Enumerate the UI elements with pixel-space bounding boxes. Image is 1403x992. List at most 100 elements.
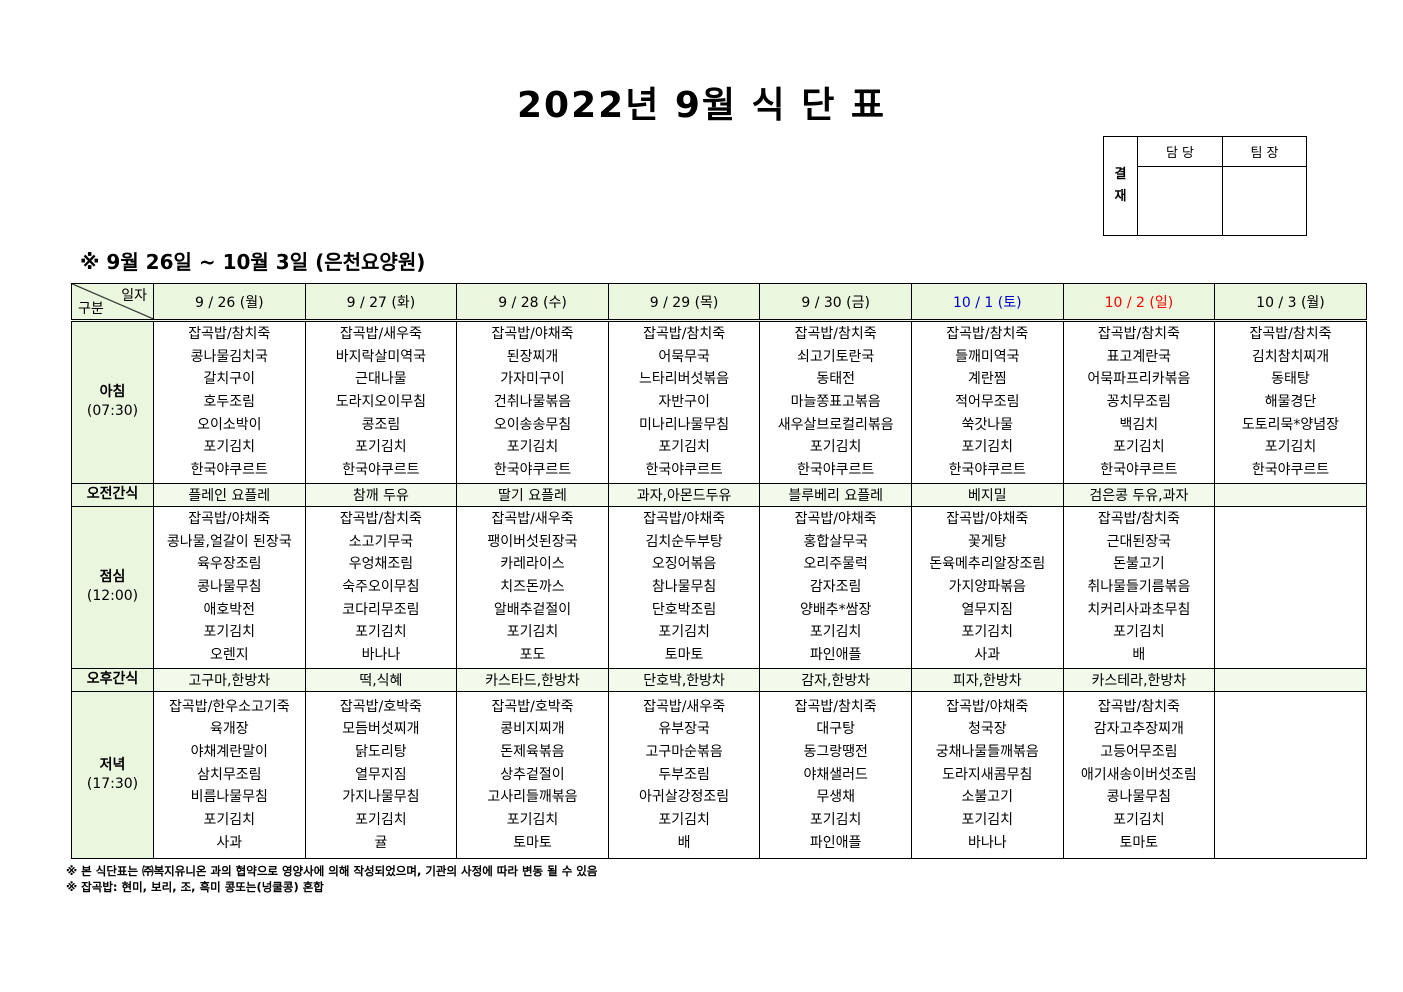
menu-item: 한국야쿠르트 xyxy=(1100,462,1178,479)
snack-label: 오전간식 xyxy=(71,482,154,507)
menu-item: 바나나 xyxy=(361,646,401,663)
meal-cell: 잡곡밥/한우소고기죽 육개장 야채계란말이 삼치무조림 비름나물무침 포기김치 사과 xyxy=(153,690,306,860)
menu-item: 콩나물무침 xyxy=(197,578,262,595)
menu-item: 포기김치 xyxy=(809,812,862,829)
menu-item: 파인애플 xyxy=(809,646,862,663)
day-header: 9 / 30 (금) xyxy=(759,283,912,322)
menu-item: 오리주물럭 xyxy=(803,556,868,573)
meal-cell: 잡곡밥/참치죽 콩나물김치국 갈치구이 호두조림 오이소박이 포기김치 한국야쿠르트 xyxy=(153,320,306,484)
meal-time: (12:00) xyxy=(86,588,139,605)
menu-item: 한국야쿠르트 xyxy=(948,462,1026,479)
snack-cell: 고구마,한방차 xyxy=(153,667,306,692)
menu-item xyxy=(1215,621,1366,644)
menu-item: 도라지오이무침 xyxy=(335,394,426,411)
menu-item: 돈제육볶음 xyxy=(500,744,565,760)
menu-item: 코다리무조림 xyxy=(342,601,420,618)
menu-item: 포기김치 xyxy=(506,812,559,829)
menu-item: 잡곡밥/새우죽 xyxy=(339,326,422,342)
menu-item: 잡곡밥/야채죽 xyxy=(643,510,726,527)
meal-cell: 잡곡밥/야채죽 김치순두부탕 오징어볶음 참나물무침 단호박조림 포기김치 토마토 xyxy=(607,505,761,669)
menu-item: 소고기무국 xyxy=(348,533,414,550)
menu-item: 한국야쿠르트 xyxy=(342,462,420,479)
menu-item: 한국야쿠르트 xyxy=(1251,462,1330,479)
menu-item: 궁채나물들깨볶음 xyxy=(935,744,1039,760)
menu-item: 양배추*쌈장 xyxy=(799,601,872,618)
menu-item xyxy=(1215,553,1366,576)
menu-item: 감자고추장찌개 xyxy=(1093,721,1184,738)
menu-item: 사과 xyxy=(974,646,1001,663)
menu-item: 느타리버섯볶음 xyxy=(638,371,730,388)
menu-item xyxy=(1215,576,1366,599)
menu-item: 들깨미역국 xyxy=(955,348,1020,365)
meal-label: 점심 xyxy=(99,569,126,586)
menu-item: 포기김치 xyxy=(809,624,862,641)
meal-cell: 잡곡밥/참치죽 쇠고기토란국 동태전 마늘쫑표고볶음 새우살브로컬리볶음 포기김치 한국야쿠… xyxy=(759,320,912,484)
approval-side-label: 결 재 xyxy=(1103,136,1138,236)
menu-item xyxy=(1215,718,1366,741)
meal-cell xyxy=(1214,505,1367,669)
menu-item: 오이소박이 xyxy=(197,416,262,433)
menu-item: 표고계란국 xyxy=(1106,348,1172,365)
meal-cell: 잡곡밥/참치죽 들깨미역국 계란찜 적어무조림 쑥갓나물 포기김치 한국야쿠르트 xyxy=(910,320,1064,484)
menu-item: 잡곡밥/호박죽 xyxy=(491,698,574,715)
menu-item: 오징어볶음 xyxy=(651,556,717,573)
snack-cell: 카스테라,한방차 xyxy=(1062,667,1216,692)
menu-item: 가지양파볶음 xyxy=(948,578,1026,595)
snack-row: 오후간식 고구마,한방차 떡,식혜 카스타드,한방차 단호박,한방차 감자,한방차 피자,한… xyxy=(71,667,1367,692)
menu-item: 배 xyxy=(1132,646,1146,663)
snack-cell: 단호박,한방차 xyxy=(607,667,761,692)
menu-item: 잡곡밥/참치죽 xyxy=(188,326,271,342)
menu-item: 돈불고기 xyxy=(1113,556,1165,573)
menu-item: 무생채 xyxy=(816,789,855,806)
meal-row: 점심 (12:00) 잡곡밥/야채죽 콩나물,얼갈이 된장국 육우장조림 콩나물무침 애호박… xyxy=(71,505,1367,669)
snack-cell xyxy=(1214,667,1367,692)
meal-row: 아침 (07:30) 잡곡밥/참치죽 콩나물김치국 갈치구이 호두조림 오이소박이 포기김치 한… xyxy=(71,320,1367,484)
menu-item: 꽃게탕 xyxy=(967,533,1007,550)
snack-cell: 과자,아몬드두유 xyxy=(607,482,761,507)
menu-item: 잡곡밥/참치죽 xyxy=(794,326,877,342)
menu-item: 소불고기 xyxy=(961,789,1014,806)
menu-item: 우엉채조림 xyxy=(348,556,414,573)
footnote: ※ 잡곡밥: 현미, 보리, 조, 흑미 콩또는(넝쿨콩) 혼합 xyxy=(66,880,324,894)
snack-cell: 딸기 요플레 xyxy=(456,482,609,507)
snack-cell: 떡,식혜 xyxy=(304,667,458,692)
menu-item: 열무지짐 xyxy=(355,766,407,783)
menu-item: 도토리묵*양념장 xyxy=(1241,416,1340,433)
snack-cell: 베지밀 xyxy=(910,482,1064,507)
menu-item: 잡곡밥/참치죽 xyxy=(1097,326,1180,342)
menu-item: 카레라이스 xyxy=(500,556,565,573)
menu-item: 치커리사과초무침 xyxy=(1087,601,1191,618)
menu-item: 적어무조림 xyxy=(955,394,1020,411)
snack-row: 오전간식 플레인 요플레 참깨 두유 딸기 요플레 과자,아몬드두유 블루베리 요플레 베지… xyxy=(71,482,1367,507)
menu-item: 귤 xyxy=(374,834,388,851)
meal-cell: 잡곡밥/야채죽 된장찌개 가자미구이 건취나물볶음 오이송송무침 포기김치 한국야쿠르트 xyxy=(456,320,609,484)
page-title: 2022년 9월 식 단 표 xyxy=(517,85,886,126)
meal-cell: 잡곡밥/참치죽 표고계란국 어묵파프리카볶음 꽁치무조림 백김치 포기김치 한국야쿠르트 xyxy=(1062,320,1216,484)
menu-item: 치즈돈까스 xyxy=(500,578,565,595)
menu-item: 한국야쿠르트 xyxy=(645,462,723,479)
day-header: 9 / 29 (목) xyxy=(607,283,761,322)
menu-item: 된장찌개 xyxy=(506,348,559,365)
menu-item xyxy=(1215,741,1366,764)
day-header: 10 / 2 (일) xyxy=(1062,283,1216,322)
menu-item: 닭도리탕 xyxy=(355,744,407,760)
menu-item: 잡곡밥/야채죽 xyxy=(946,698,1029,715)
meal-cell: 잡곡밥/새우죽 바지락살미역국 근대나물 도라지오이무침 콩조림 포기김치 한국야쿠르트 xyxy=(304,320,458,484)
menu-item: 포기김치 xyxy=(1113,624,1165,641)
meal-cell: 잡곡밥/야채죽 꽃게탕 돈육메추리알장조림 가지양파볶음 열무지짐 포기김치 사과 xyxy=(910,505,1064,669)
snack-cell: 카스타드,한방차 xyxy=(456,667,609,692)
menu-item xyxy=(1215,508,1366,531)
menu-item: 포기김치 xyxy=(1264,439,1317,456)
menu-item: 참나물무침 xyxy=(651,578,717,595)
menu-item xyxy=(1215,531,1366,554)
menu-item: 쑥갓나물 xyxy=(961,416,1014,433)
meal-label: 저녁 xyxy=(99,757,126,774)
menu-item: 잡곡밥/참치죽 xyxy=(946,326,1029,342)
menu-item: 마늘쫑표고볶음 xyxy=(790,394,881,411)
menu-item: 잡곡밥/호박죽 xyxy=(339,698,422,715)
menu-item: 돈육메추리알장조림 xyxy=(929,556,1046,573)
menu-item: 근대된장국 xyxy=(1106,533,1172,550)
menu-item: 도라지새콤무침 xyxy=(942,766,1033,783)
menu-item: 고구마순볶음 xyxy=(645,744,723,760)
menu-item: 동그랑땡전 xyxy=(803,744,868,760)
